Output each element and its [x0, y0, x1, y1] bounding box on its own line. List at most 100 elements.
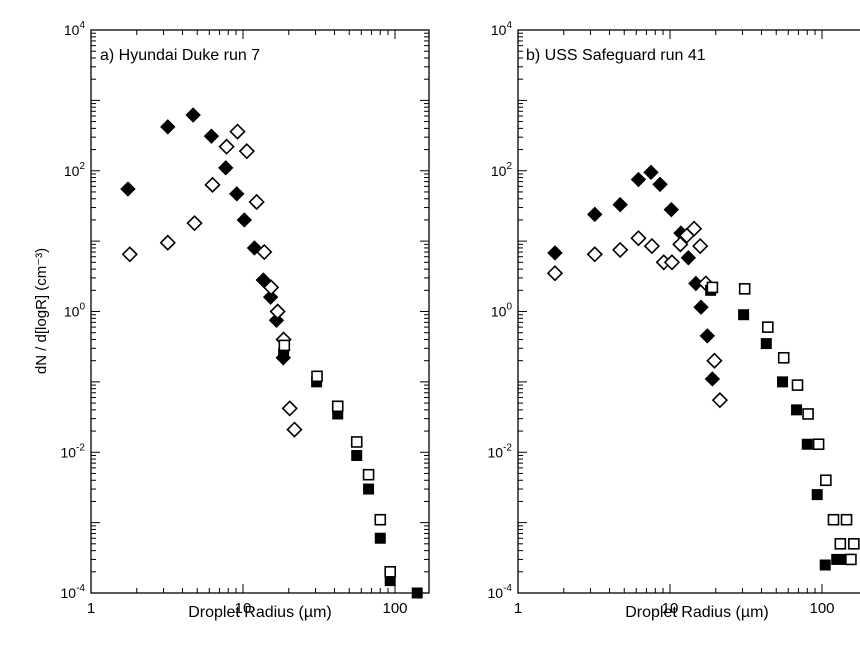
y-tick-label: 104: [64, 20, 86, 38]
y-tick-label: 104: [491, 20, 513, 38]
data-point: [229, 123, 246, 140]
data-point: [547, 245, 563, 261]
x-axis-label: Droplet Radius (µm): [625, 604, 768, 621]
data-point: [384, 566, 397, 578]
x-tick-label: 10: [235, 600, 252, 617]
chart-panel-b: b) USS Safeguard run 41 Droplet Radius (…: [488, 20, 860, 621]
data-point: [160, 119, 176, 135]
data-point: [363, 483, 375, 495]
data-point: [311, 370, 323, 383]
data-point: [362, 468, 375, 481]
data-point: [827, 513, 840, 526]
marks-group: [546, 164, 860, 571]
data-point: [331, 400, 344, 413]
chart-panel-a: a) Hyundai Duke run 7 Droplet Radius (µm…: [33, 20, 430, 621]
data-point: [819, 559, 831, 571]
data-point: [159, 234, 176, 251]
data-point: [229, 186, 245, 202]
data-point: [218, 138, 235, 155]
data-point: [812, 438, 825, 451]
x-tick-label: 1: [87, 600, 95, 617]
y-tick-label: 102: [64, 161, 86, 179]
chart-title: a) Hyundai Duke run 7: [100, 47, 260, 64]
data-point: [374, 532, 386, 544]
tick-group: 1 10 100 10-4 10-2 100 102 104: [488, 20, 835, 617]
data-point: [643, 237, 661, 255]
tick-group: 1 10 100 10-4 10-2 100 102 104: [61, 20, 429, 617]
data-point: [121, 246, 138, 263]
x-tick-label: 1: [514, 600, 522, 617]
data-point: [374, 513, 387, 526]
data-point: [630, 230, 647, 247]
chart-title: b) USS Safeguard run 41: [526, 47, 706, 64]
data-point: [351, 449, 363, 461]
data-point: [711, 392, 729, 409]
data-point: [255, 272, 272, 288]
data-point: [706, 352, 723, 369]
data-point: [777, 376, 789, 388]
data-point: [762, 321, 774, 333]
data-point: [652, 176, 668, 193]
data-point: [845, 553, 857, 566]
data-point: [278, 339, 291, 352]
y-axis-label: dN / d[logR] (cm⁻³): [33, 248, 50, 374]
data-point: [777, 351, 790, 364]
data-point: [811, 489, 823, 501]
data-point: [663, 201, 680, 218]
x-tick-label: 100: [809, 600, 834, 617]
data-point: [680, 250, 697, 266]
data-point: [612, 241, 629, 259]
data-point: [262, 289, 279, 305]
data-point: [692, 237, 709, 255]
data-point: [236, 212, 253, 228]
data-point: [801, 438, 813, 450]
data-point: [238, 143, 255, 160]
data-point: [834, 538, 847, 550]
data-point: [256, 243, 273, 261]
data-point: [218, 160, 234, 176]
data-point: [791, 404, 803, 416]
x-tick-label: 100: [382, 600, 407, 617]
data-point: [643, 164, 659, 181]
x-tick-label: 10: [662, 600, 679, 617]
data-point: [693, 299, 709, 315]
y-tick-label: 10-4: [488, 583, 513, 601]
data-point: [281, 400, 298, 417]
data-point: [760, 338, 772, 350]
data-point: [411, 587, 423, 599]
data-point: [672, 236, 689, 253]
data-point: [350, 436, 363, 448]
data-point: [706, 281, 719, 294]
y-tick-label: 100: [491, 302, 513, 320]
data-point: [699, 328, 716, 344]
data-point: [685, 220, 703, 237]
data-point: [704, 371, 721, 387]
y-tick-label: 100: [64, 302, 86, 320]
data-point: [738, 309, 750, 321]
y-tick-label: 102: [491, 161, 513, 179]
data-point: [848, 538, 860, 550]
data-point: [269, 303, 286, 320]
data-point: [820, 474, 832, 487]
data-point: [262, 279, 280, 296]
data-point: [185, 107, 201, 123]
data-point: [663, 254, 681, 271]
data-point: [586, 246, 603, 263]
data-point: [248, 193, 265, 211]
data-point: [791, 379, 804, 391]
y-tick-label: 10-4: [61, 583, 86, 601]
data-point: [120, 181, 136, 197]
data-point: [546, 265, 564, 282]
data-point: [186, 215, 203, 232]
data-point: [630, 171, 647, 188]
x-axis-label: Droplet Radius (µm): [188, 604, 331, 621]
data-point: [612, 196, 628, 213]
data-point: [802, 408, 814, 420]
data-point: [204, 176, 221, 194]
data-point: [203, 128, 220, 144]
marks-group: [120, 107, 423, 599]
data-point: [286, 421, 303, 438]
data-point: [587, 206, 603, 223]
y-tick-label: 10-2: [61, 442, 86, 460]
